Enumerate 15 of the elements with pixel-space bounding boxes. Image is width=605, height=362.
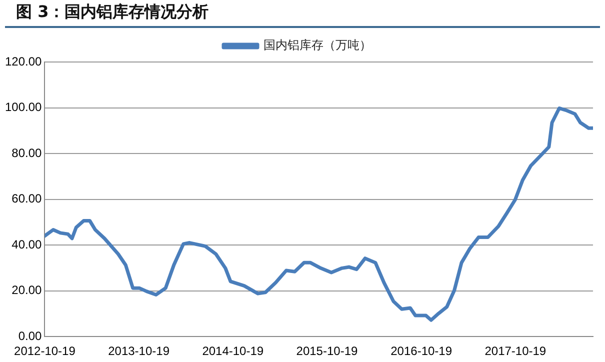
chart-title: 图 3：国内铝库存情况分析 xyxy=(16,2,209,23)
y-tick-label: 20.00 xyxy=(12,283,42,298)
y-tick-label: 120.00 xyxy=(5,54,42,68)
x-tick-label: 2014-10-19 xyxy=(202,344,264,358)
x-tick-label: 2017-10-19 xyxy=(484,344,546,358)
legend-label: 国内铝库存（万吨） xyxy=(264,38,372,52)
y-tick-label: 80.00 xyxy=(12,146,42,160)
x-tick-label: 2013-10-19 xyxy=(108,344,170,358)
x-tick-label: 2016-10-19 xyxy=(390,344,452,358)
y-tick-label: 100.00 xyxy=(5,100,42,114)
y-tick-label: 40.00 xyxy=(12,237,42,252)
y-tick-label: 60.00 xyxy=(12,192,42,206)
y-tick-label: 0.00 xyxy=(18,328,42,343)
x-tick-label: 2012-10-19 xyxy=(14,344,76,358)
x-tick-label: 2015-10-19 xyxy=(296,344,358,358)
